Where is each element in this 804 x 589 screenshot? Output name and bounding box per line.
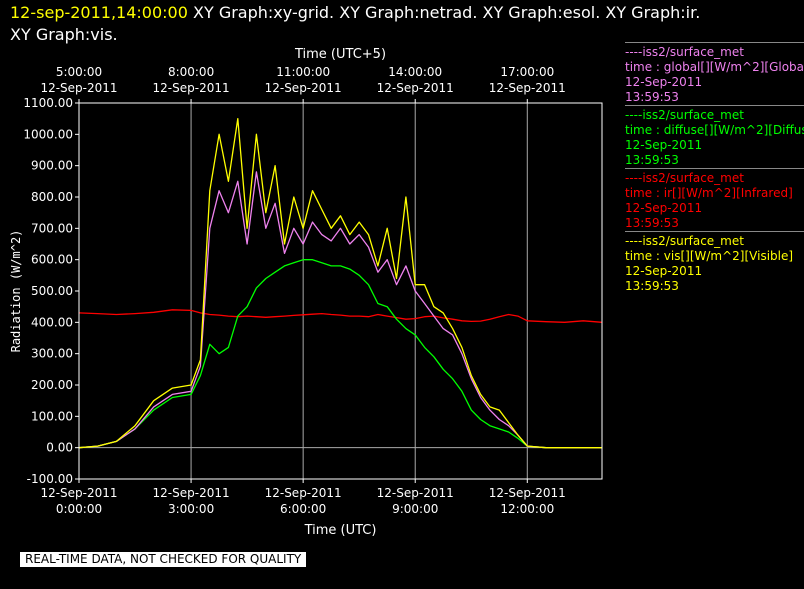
legend-time: 13:59:53 — [625, 216, 679, 230]
x-tick-time: 0:00:00 — [56, 502, 102, 516]
legend-date: 12-Sep-2011 — [625, 264, 703, 278]
x-tick-date: 12-Sep-2011 — [377, 486, 454, 500]
x2-tick-date: 12-Sep-2011 — [40, 81, 117, 95]
legend-time: 13:59:53 — [625, 279, 679, 293]
legend-description: time : vis[][W/m^2][Visible] — [625, 249, 794, 263]
y-tick-label: 300.00 — [31, 347, 73, 361]
y-axis-title: Radiation (W/m^2) — [9, 230, 23, 353]
x2-tick-time: 5:00:00 — [56, 65, 102, 79]
legend-entry: ----iss2/surface_met time : diffuse[][W/m… — [625, 105, 804, 168]
x-axis-title: Time (UTC) — [304, 523, 377, 538]
legend-date: 12-Sep-2011 — [625, 75, 703, 89]
legend-separator — [625, 42, 804, 43]
y-tick-label: 800.00 — [31, 190, 73, 204]
y-tick-label: 500.00 — [31, 284, 73, 298]
x2-tick-time: 11:00:00 — [276, 65, 330, 79]
legend-source: ----iss2/surface_met — [625, 108, 744, 122]
legend-source: ----iss2/surface_met — [625, 171, 744, 185]
x2-tick-time: 8:00:00 — [168, 65, 214, 79]
y-tick-label: 1100.00 — [23, 96, 73, 110]
x-tick-date: 12-Sep-2011 — [153, 486, 230, 500]
x-tick-time: 3:00:00 — [168, 502, 214, 516]
y-tick-label: 200.00 — [31, 378, 73, 392]
x2-axis-title: Time (UTC+5) — [294, 47, 386, 62]
graph-title-line2: XY Graph:vis. — [10, 25, 118, 44]
axis-labels: -100.00 0.00 100.00 200.00 300.00 400.00 500.0… — [9, 47, 566, 538]
plot-frame — [78, 102, 603, 480]
data-series — [78, 118, 603, 449]
series-line-ir — [78, 309, 603, 323]
y-tick-label: 900.00 — [31, 159, 73, 173]
grid-lines — [78, 103, 602, 479]
legend-separator — [625, 105, 804, 106]
legend-source: ----iss2/surface_met — [625, 45, 744, 59]
x-tick-date: 12-Sep-2011 — [489, 486, 566, 500]
legend-time: 13:59:53 — [625, 153, 679, 167]
legend-entry: ----iss2/surface_met time : global[][W/m^… — [625, 42, 804, 105]
legend-date: 12-Sep-2011 — [625, 201, 703, 215]
legend-entry: ----iss2/surface_met time : ir[][W/m^2][I… — [625, 168, 804, 231]
legend-description: time : global[][W/m^2][Global — [625, 60, 804, 74]
series-line-global — [78, 171, 602, 449]
x2-tick-date: 12-Sep-2011 — [489, 81, 566, 95]
x2-tick-date: 12-Sep-2011 — [265, 81, 342, 95]
legend-date: 12-Sep-2011 — [625, 138, 703, 152]
x2-tick-date: 12-Sep-2011 — [153, 81, 230, 95]
series-line-diffuse — [78, 259, 602, 449]
graph-list: XY Graph:xy-grid. XY Graph:netrad. XY Gr… — [193, 3, 701, 22]
y-tick-label: 600.00 — [31, 253, 73, 267]
x2-tick-date: 12-Sep-2011 — [377, 81, 454, 95]
y-tick-label: 400.00 — [31, 315, 73, 329]
y-tick-label: 1000.00 — [23, 127, 73, 141]
legend-separator — [625, 168, 804, 169]
legend: ----iss2/surface_met time : global[][W/m^… — [625, 42, 804, 294]
legend-entry: ----iss2/surface_met time : vis[][W/m^2][… — [625, 231, 804, 294]
legend-description: time : diffuse[][W/m^2][Diffuse — [625, 123, 804, 137]
x-tick-date: 12-Sep-2011 — [265, 486, 342, 500]
x2-tick-time: 14:00:00 — [388, 65, 442, 79]
y-tick-label: 0.00 — [46, 441, 73, 455]
series-line-vis — [78, 118, 602, 449]
graph-title-line1: 12-sep-2011,14:00:00 XY Graph:xy-grid. X… — [10, 2, 700, 24]
quality-notice: REAL-TIME DATA, NOT CHECKED FOR QUALITY — [20, 552, 307, 567]
legend-source: ----iss2/surface_met — [625, 234, 744, 248]
x-tick-time: 12:00:00 — [500, 502, 554, 516]
y-tick-label: 100.00 — [31, 409, 73, 423]
x-tick-time: 9:00:00 — [392, 502, 438, 516]
x2-tick-time: 17:00:00 — [500, 65, 554, 79]
legend-description: time : ir[][W/m^2][Infrared] — [625, 186, 793, 200]
y-tick-label: -100.00 — [27, 472, 73, 486]
legend-separator — [625, 231, 804, 232]
x-tick-time: 6:00:00 — [280, 502, 326, 516]
timestamp: 12-sep-2011,14:00:00 — [10, 3, 188, 22]
legend-time: 13:59:53 — [625, 90, 679, 104]
y-tick-label: 700.00 — [31, 221, 73, 235]
x-tick-date: 12-Sep-2011 — [40, 486, 117, 500]
